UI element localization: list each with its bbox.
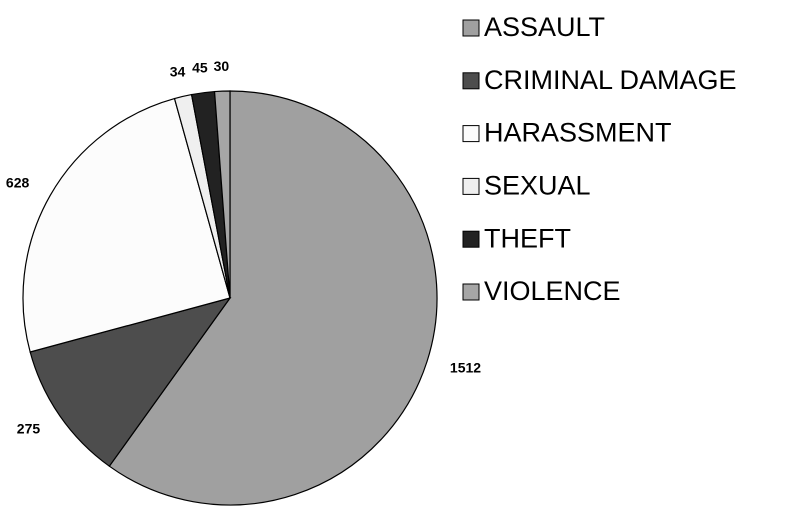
value-label: 34 [170,64,186,80]
pie-slice [213,90,231,299]
legend-swatch [462,19,480,37]
value-label: 275 [17,420,41,436]
pie-slice [108,90,438,506]
legend-swatch [462,72,480,90]
value-label: 628 [6,174,30,190]
legend-swatch [462,283,480,301]
value-label: 45 [192,60,208,76]
legend-swatch [462,177,480,195]
value-label: 1512 [450,359,481,375]
legend-label: VIOLENCE [484,276,621,306]
legend-label: CRIMINAL DAMAGE [484,65,737,95]
pie-slice [29,296,232,468]
value-label: 30 [214,58,230,74]
legend-label: ASSAULT [484,12,605,42]
legend-label: THEFT [484,223,571,253]
legend-label: HARASSMENT [484,118,672,148]
legend-swatch [462,125,480,143]
legend-swatch [462,230,480,248]
pie-slice [22,97,231,353]
legend-label: SEXUAL [484,171,591,201]
